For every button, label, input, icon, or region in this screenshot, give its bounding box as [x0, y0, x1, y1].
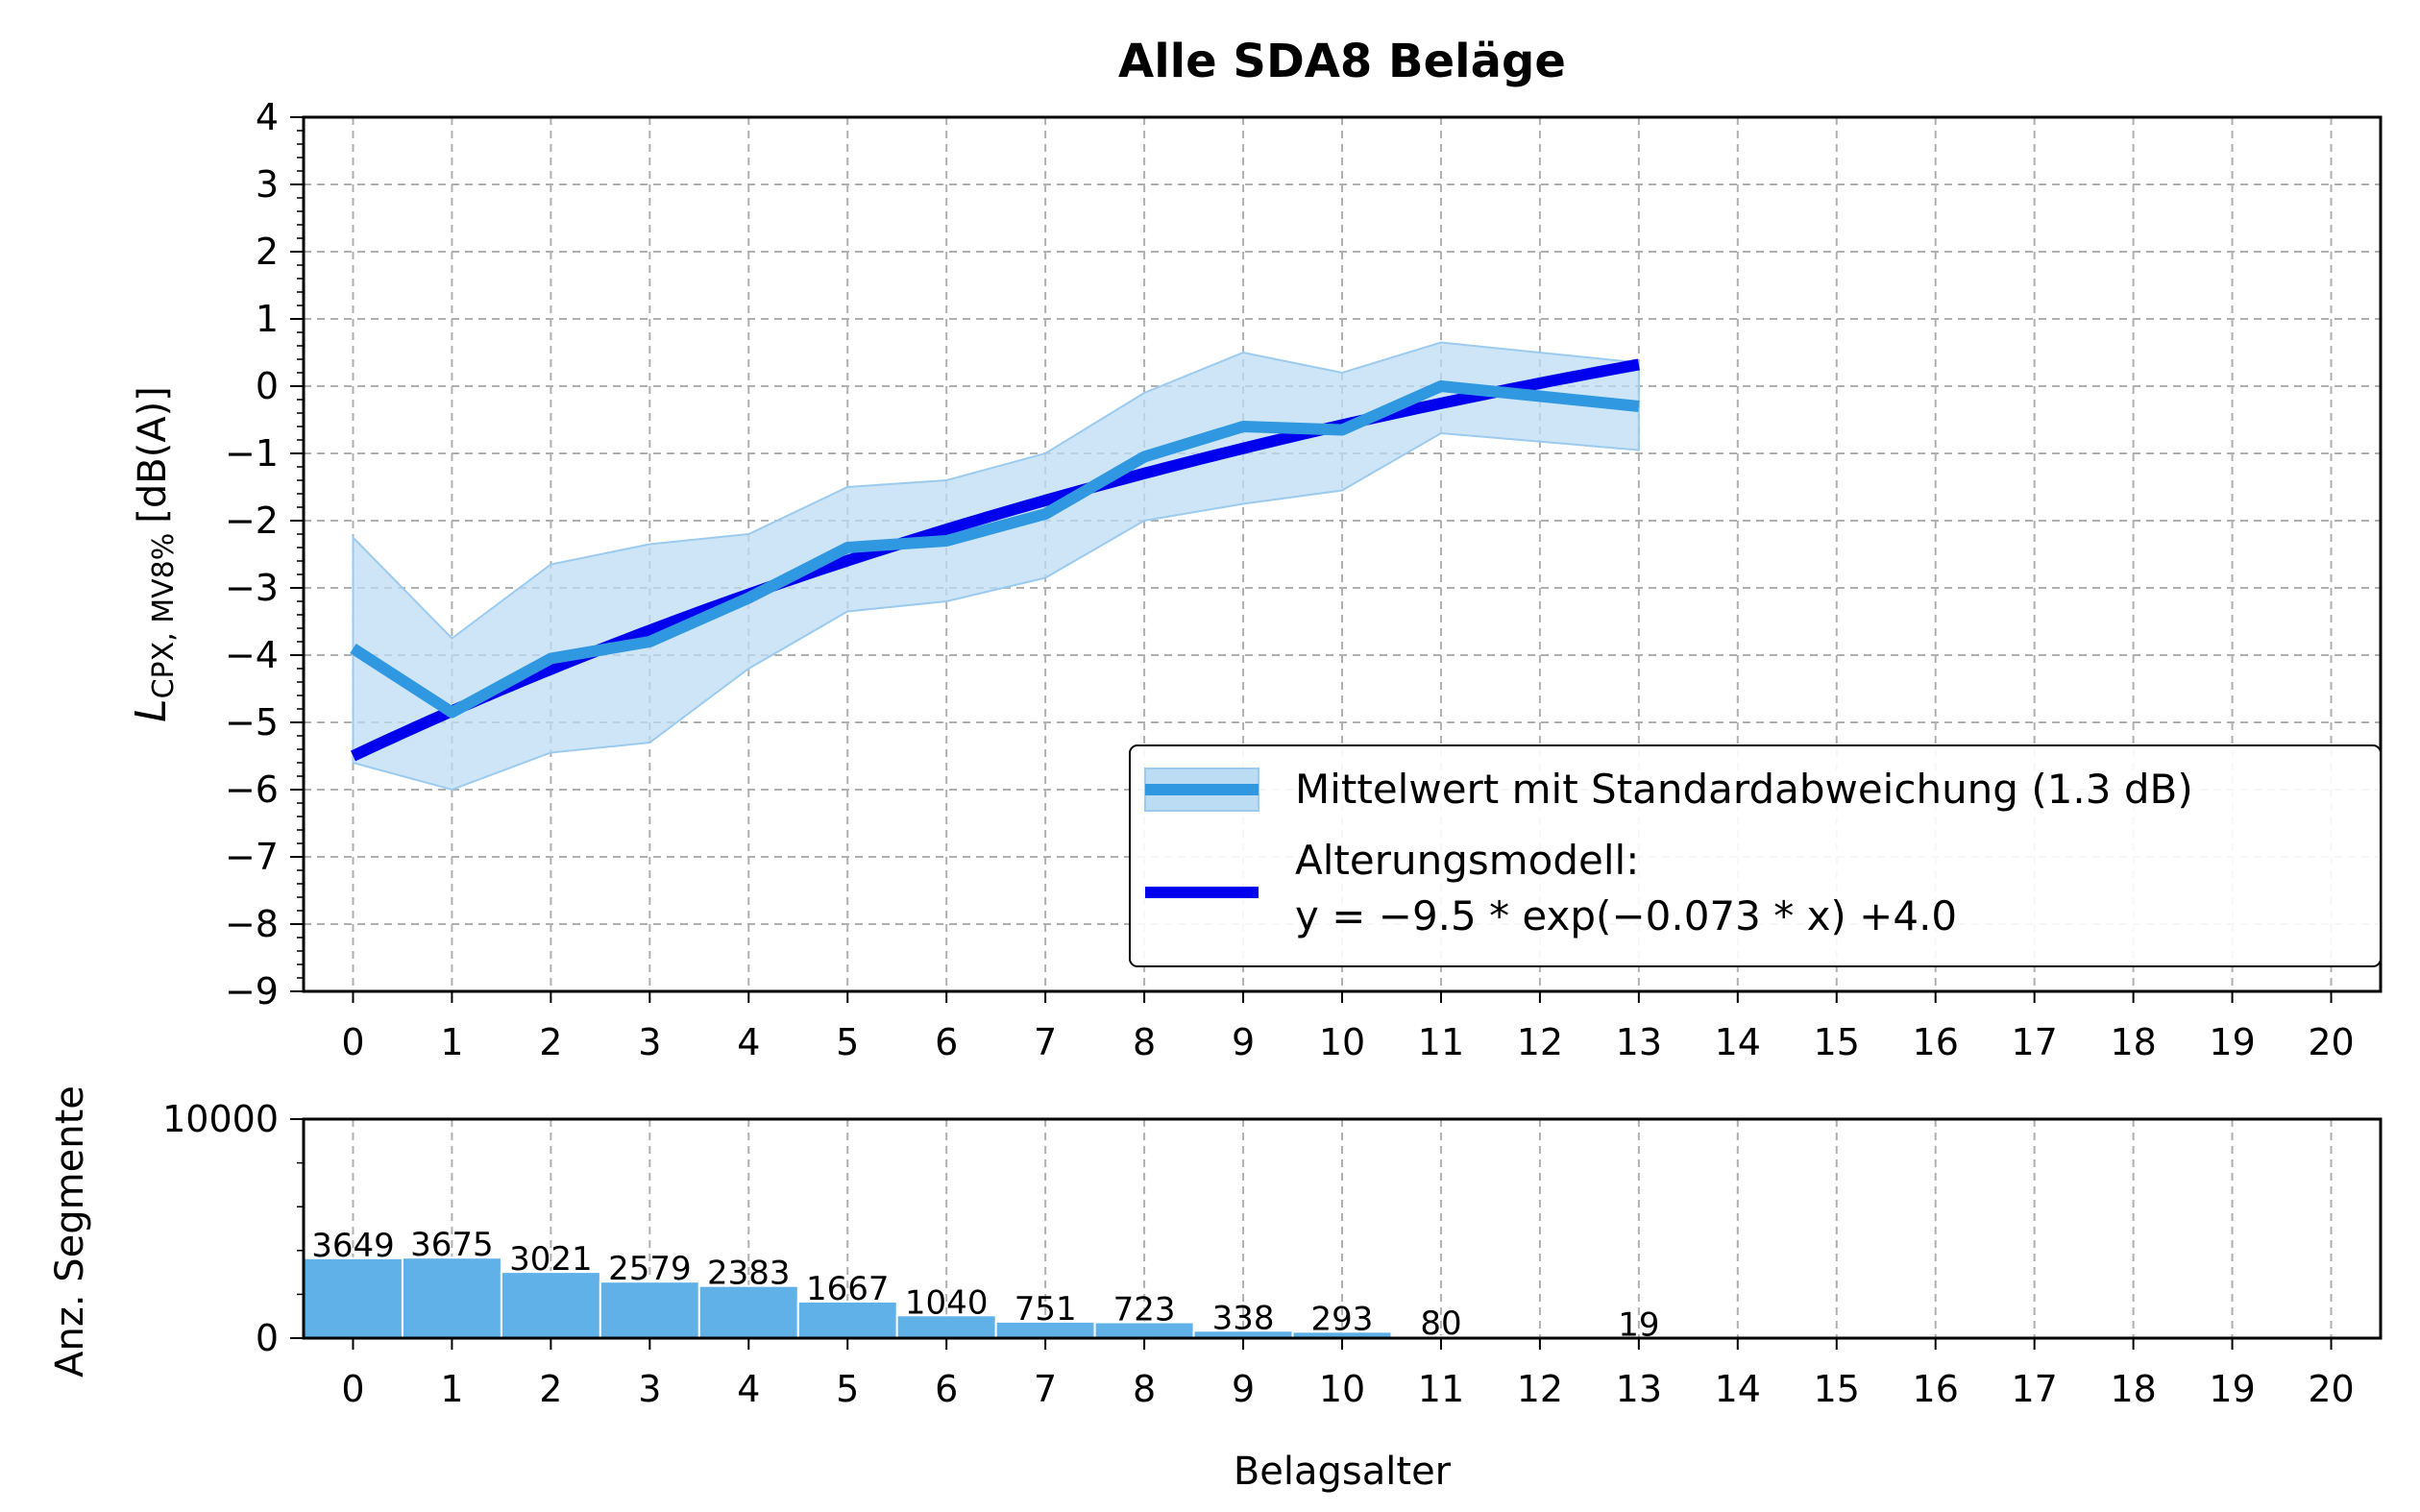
bottom-xtick-label: 10: [1319, 1368, 1365, 1410]
top-xtick-label: 10: [1319, 1021, 1365, 1063]
bottom-xtick-label: 0: [341, 1368, 364, 1410]
bottom-ylabel: Anz. Segmente: [48, 1085, 92, 1378]
top-ytick-label: −2: [225, 500, 279, 542]
top-xtick-label: 15: [1814, 1021, 1860, 1063]
bottom-bar-labels: 3649 3675 3021 2579 2383 1667 1040 751 723 338 293…: [311, 1226, 1659, 1344]
bar-value-label: 1040: [905, 1283, 989, 1322]
legend-model-formula: y = −9.5 * exp(−0.073 * x) +4.0: [1295, 892, 1957, 939]
bottom-xtick-label: 15: [1814, 1368, 1860, 1410]
bottom-xtick-label: 1: [440, 1368, 463, 1410]
bar-value-label: 1667: [806, 1270, 890, 1308]
ylabel-unit: [dB(A)]: [131, 386, 175, 524]
bar: [401, 1256, 502, 1339]
ylabel-sub: CPX, MV8%: [147, 533, 181, 699]
bottom-xtick-label: 8: [1133, 1368, 1156, 1410]
top-xtick-label: 7: [1034, 1021, 1057, 1063]
bar-value-label: 3675: [410, 1226, 494, 1264]
top-series-lines: [350, 358, 1640, 762]
bar: [303, 1256, 403, 1340]
bottom-bars: [303, 1256, 1690, 1340]
top-xtick-label: 18: [2110, 1021, 2156, 1063]
chart-title: Alle SDA8 Beläge: [1118, 35, 1566, 88]
std-band: [352, 341, 1640, 792]
top-xtick-label: 16: [1913, 1021, 1959, 1063]
bar-value-label: 751: [1014, 1290, 1077, 1329]
legend: Mittelwert mit Standardabweichung (1.3 d…: [1129, 744, 2382, 967]
top-xtick-label: 20: [2308, 1021, 2354, 1063]
bottom-xtick-label: 12: [1517, 1368, 1563, 1410]
top-ytick-label: 3: [256, 163, 279, 206]
bar-value-label: 2383: [707, 1255, 791, 1293]
bar: [796, 1300, 898, 1340]
bar: [500, 1271, 601, 1340]
bar-value-label: 3021: [509, 1240, 593, 1279]
bottom-ytick-label: 0: [256, 1317, 279, 1359]
bar-value-label: 338: [1212, 1299, 1275, 1337]
bottom-xtick-label: 11: [1418, 1368, 1464, 1410]
top-xtick-label: 12: [1517, 1021, 1563, 1063]
top-xtick-label: 4: [737, 1021, 760, 1063]
top-ytick-label: −9: [225, 970, 279, 1012]
top-xtick-label: 9: [1232, 1021, 1255, 1063]
top-ytick-label: 2: [256, 231, 279, 273]
top-xtick-label: 5: [836, 1021, 859, 1063]
bottom-xtick-label: 5: [836, 1368, 859, 1410]
bottom-xtick-label: 9: [1232, 1368, 1255, 1410]
bottom-xtick-label: 3: [638, 1368, 661, 1410]
bottom-xtick-label: 17: [2011, 1368, 2057, 1410]
top-ytick-label: 4: [256, 96, 279, 138]
top-xtick-label: 17: [2011, 1021, 2057, 1063]
legend-frame: [1129, 744, 2382, 967]
bottom-ytick-label: 10000: [162, 1098, 279, 1140]
top-ticks: 0 1 2 3 4 5 6 7 8 9 10 11 12 13 14 15 16 17 18 19 20−9−8−7−6…: [225, 96, 2355, 1063]
bottom-xtick-label: 7: [1034, 1368, 1057, 1410]
top-xtick-label: 19: [2209, 1021, 2255, 1063]
top-xtick-label: 3: [638, 1021, 661, 1063]
bottom-xtick-label: 4: [737, 1368, 760, 1410]
legend-mean-label: Mittelwert mit Standardabweichung (1.3 d…: [1295, 766, 2193, 813]
bottom-xtick-label: 2: [539, 1368, 562, 1410]
top-xtick-label: 6: [935, 1021, 958, 1063]
top-ytick-label: 0: [256, 365, 279, 407]
top-xtick-label: 14: [1715, 1021, 1761, 1063]
top-xtick-label: 8: [1133, 1021, 1156, 1063]
bar-value-label: 293: [1311, 1300, 1374, 1338]
top-ytick-label: −7: [225, 836, 279, 878]
bottom-xtick-label: 13: [1616, 1368, 1662, 1410]
top-xtick-label: 11: [1418, 1021, 1464, 1063]
std-band-area: [352, 341, 1640, 792]
bottom-xtick-label: 18: [2110, 1368, 2156, 1410]
bar: [697, 1284, 799, 1340]
bar: [599, 1280, 700, 1340]
model-curve: [350, 358, 1640, 762]
bottom-xlabel: Belagsalter: [1234, 1450, 1452, 1494]
top-xtick-label: 0: [341, 1021, 364, 1063]
top-xtick-label: 1: [440, 1021, 463, 1063]
top-ytick-label: 1: [256, 298, 279, 340]
top-xtick-label: 13: [1616, 1021, 1662, 1063]
bar-value-label: 3649: [311, 1227, 395, 1265]
bottom-xtick-label: 19: [2209, 1368, 2255, 1410]
top-ytick-label: −5: [225, 701, 279, 744]
top-xtick-label: 2: [539, 1021, 562, 1063]
bar-value-label: 2579: [608, 1250, 692, 1288]
top-ytick-label: −1: [225, 432, 279, 475]
bottom-ylabel-group: Anz. Segmente: [48, 1085, 92, 1378]
legend-model-label: Alterungsmodell:: [1295, 837, 1639, 884]
bar-value-label: 723: [1113, 1291, 1176, 1329]
bottom-xtick-label: 16: [1913, 1368, 1959, 1410]
bottom-xtick-label: 20: [2308, 1368, 2354, 1410]
top-ytick-label: −4: [225, 634, 279, 676]
top-ytick-label: −8: [225, 903, 279, 945]
top-ytick-label: −3: [225, 567, 279, 609]
ylabel-main: L: [127, 698, 176, 722]
svg-text:LCPX, MV8%[dB(A)]: LCPX, MV8% [dB(A)]: [127, 386, 181, 722]
bottom-xtick-label: 14: [1715, 1368, 1761, 1410]
top-ylabel: LCPX, MV8% [dB(A)]: [127, 386, 181, 722]
top-ytick-label: −6: [225, 768, 279, 811]
bottom-xtick-label: 6: [935, 1368, 958, 1410]
